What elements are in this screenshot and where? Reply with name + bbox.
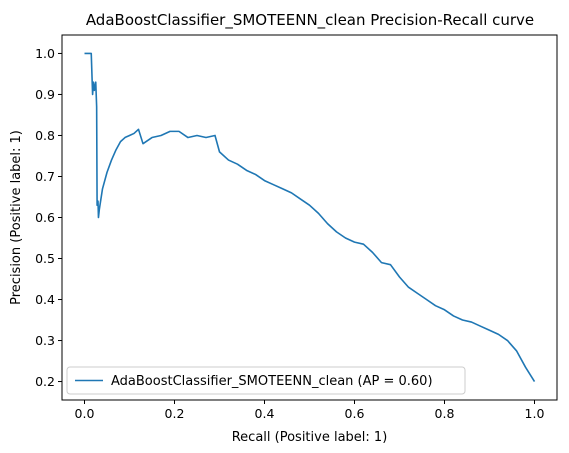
x-tick-label: 0.4 — [255, 406, 275, 421]
y-tick-label: 0.6 — [35, 210, 55, 225]
legend: AdaBoostClassifier_SMOTEENN_clean (AP = … — [66, 366, 466, 395]
y-axis-label: Precision (Positive label: 1) — [9, 130, 24, 305]
x-tick-label: 0.0 — [75, 406, 95, 421]
legend-entry-label: AdaBoostClassifier_SMOTEENN_clean (AP = … — [111, 374, 433, 389]
y-tick-label: 0.7 — [35, 169, 55, 184]
y-tick-label: 0.8 — [35, 128, 55, 143]
x-axis-label: Recall (Positive label: 1) — [232, 430, 388, 445]
chart-title: AdaBoostClassifier_SMOTEENN_clean Precis… — [86, 11, 534, 30]
y-tick-label: 0.4 — [35, 292, 55, 307]
plot-area — [62, 35, 557, 400]
y-tick-label: 0.3 — [35, 333, 55, 348]
x-axis: 0.0 0.2 0.4 0.6 0.8 1.0 — [75, 400, 545, 421]
x-tick-label: 0.8 — [435, 406, 455, 421]
legend-box — [66, 366, 466, 395]
pr-curve-line — [84, 52, 536, 382]
x-tick-label: 0.6 — [345, 406, 365, 421]
y-tick-label: 0.5 — [35, 251, 55, 266]
x-tick-label: 0.2 — [165, 406, 185, 421]
x-tick-label: 1.0 — [525, 406, 545, 421]
y-tick-label: 1.0 — [35, 46, 55, 61]
plot-border — [61, 34, 558, 401]
y-tick-label: 0.2 — [35, 374, 55, 389]
y-axis: 0.2 0.3 0.4 0.5 0.6 0.7 0.8 0.9 1.0 — [35, 46, 62, 389]
y-tick-label: 0.9 — [35, 87, 55, 102]
